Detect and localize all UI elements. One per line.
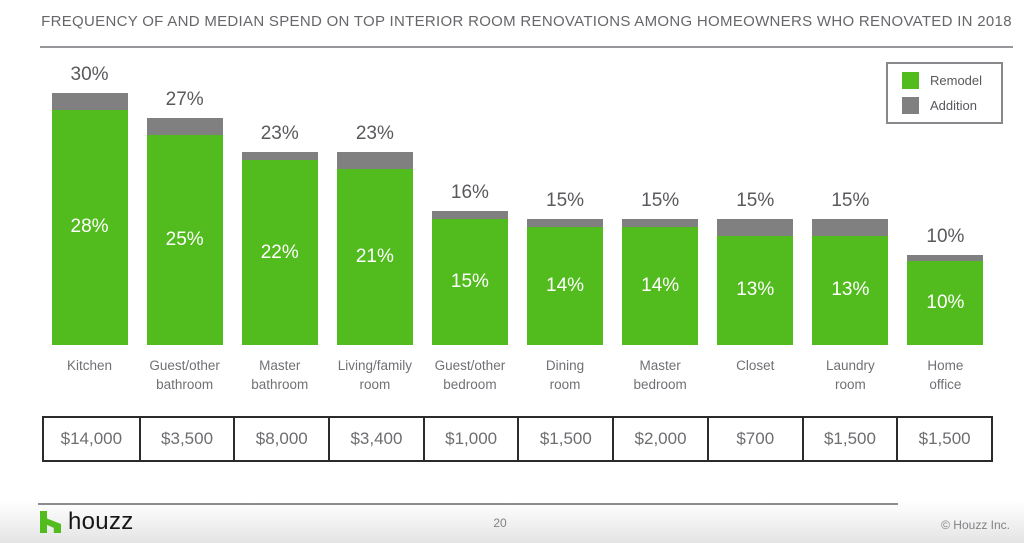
remodel-percent-label: 13% — [831, 279, 870, 301]
bar-chart: 30% 28% 27% 25% 23% 22% 23% 21% 16% 15% 15% 14% 15% 1… — [42, 60, 993, 345]
total-percent-label: 27% — [165, 89, 204, 111]
bar-column: 16% 15% — [422, 182, 517, 345]
footer-divider — [38, 503, 898, 505]
total-percent-label: 10% — [926, 226, 965, 247]
addition-segment — [622, 219, 699, 228]
addition-segment — [51, 93, 128, 110]
median-spend-cell: $8,000 — [233, 418, 328, 460]
remodel-segment: 21% — [336, 168, 413, 345]
remodel-percent-label: 14% — [546, 275, 585, 297]
median-spend-table: $14,000 $3,500 $8,000 $3,400 $1,000 $1,500 $2,… — [42, 416, 993, 462]
median-spend-cell: $700 — [706, 418, 802, 460]
category-label: Living/family room — [337, 358, 412, 393]
houzz-logo-icon — [40, 511, 61, 533]
remodel-segment: 25% — [146, 135, 223, 345]
remodel-segment: 13% — [717, 235, 794, 345]
houzz-logo: houzz — [40, 508, 134, 536]
remodel-segment: 10% — [907, 261, 984, 345]
median-spend-cell: $1,500 — [517, 418, 612, 460]
legend-label: Addition — [930, 98, 977, 113]
page-title: FREQUENCY OF AND MEDIAN SPEND ON TOP INT… — [41, 13, 1012, 30]
addition-segment — [336, 151, 413, 169]
bar-column: 27% 25% — [137, 89, 232, 345]
legend-label: Remodel — [930, 73, 983, 88]
addition-segment — [907, 255, 984, 261]
bar-column: 15% 13% — [803, 190, 898, 345]
legend-item-addition: Addition — [902, 97, 1001, 114]
bar-column: 15% 14% — [613, 190, 708, 345]
median-spend-cell: $3,400 — [328, 418, 423, 460]
addition-segment — [717, 219, 794, 236]
category-label: Guest/other bedroom — [434, 358, 506, 393]
addition-segment — [527, 219, 604, 228]
addition-segment — [431, 210, 508, 219]
remodel-segment: 28% — [51, 109, 128, 345]
page-number: 20 — [493, 516, 507, 530]
total-percent-label: 16% — [450, 181, 489, 203]
remodel-percent-label: 21% — [355, 245, 394, 267]
category-axis: Kitchen Guest/other bathroom Master bathroom… — [42, 356, 993, 394]
median-spend-cell: $14,000 — [60, 429, 123, 448]
median-spend-cell: $1,500 — [896, 418, 991, 460]
category-label: Dining room — [545, 358, 585, 393]
remodel-percent-label: 22% — [260, 241, 299, 263]
remodel-percent-label: 15% — [450, 271, 489, 292]
addition-swatch-icon — [902, 97, 919, 114]
bar-column: 23% 21% — [327, 123, 422, 345]
remodel-segment: 13% — [812, 235, 889, 345]
total-percent-label: 15% — [546, 190, 585, 212]
bar-column: 15% 13% — [708, 190, 803, 345]
total-percent-label: 15% — [831, 190, 870, 212]
chart-legend: Remodel Addition — [886, 62, 1003, 124]
title-divider — [40, 46, 1013, 48]
bar-column: 23% 22% — [232, 123, 327, 345]
remodel-percent-label: 14% — [641, 275, 680, 297]
total-percent-label: 23% — [260, 122, 299, 144]
addition-segment — [812, 219, 889, 236]
bar-column: 30% 28% — [42, 64, 137, 345]
median-spend-cell: $3,500 — [138, 418, 234, 460]
bar-column: 15% 14% — [517, 190, 612, 345]
median-spend-cell: $1,500 — [801, 418, 897, 460]
total-percent-label: 15% — [736, 190, 775, 212]
legend-item-remodel: Remodel — [902, 72, 1001, 89]
total-percent-label: 15% — [641, 190, 680, 212]
category-label: Closet — [736, 358, 775, 373]
remodel-segment: 22% — [241, 160, 318, 345]
remodel-percent-label: 13% — [736, 279, 775, 301]
bar-column: 10% 10% — [898, 226, 993, 345]
remodel-percent-label: 10% — [926, 292, 965, 313]
remodel-percent-label: 25% — [165, 229, 204, 250]
addition-segment — [146, 118, 223, 135]
remodel-percent-label: 28% — [70, 216, 109, 238]
category-label: Master bathroom — [251, 358, 309, 393]
houzz-wordmark: houzz — [68, 508, 134, 535]
remodel-segment: 14% — [527, 227, 604, 345]
remodel-segment: 14% — [622, 227, 699, 345]
addition-segment — [241, 151, 318, 161]
median-spend-cell: $1,000 — [422, 418, 518, 460]
total-percent-label: 30% — [70, 64, 109, 86]
category-label: Laundry room — [825, 358, 875, 393]
total-percent-label: 23% — [355, 122, 394, 144]
remodel-segment: 15% — [431, 219, 508, 345]
category-label: Home office — [927, 358, 964, 393]
category-label: Master bedroom — [633, 358, 687, 393]
remodel-swatch-icon — [902, 72, 919, 89]
footer-gradient — [0, 501, 1024, 543]
median-spend-cell: $2,000 — [612, 418, 707, 460]
copyright-text: © Houzz Inc. — [941, 518, 1010, 532]
category-label: Kitchen — [67, 358, 113, 373]
category-label: Guest/other bathroom — [149, 358, 220, 393]
